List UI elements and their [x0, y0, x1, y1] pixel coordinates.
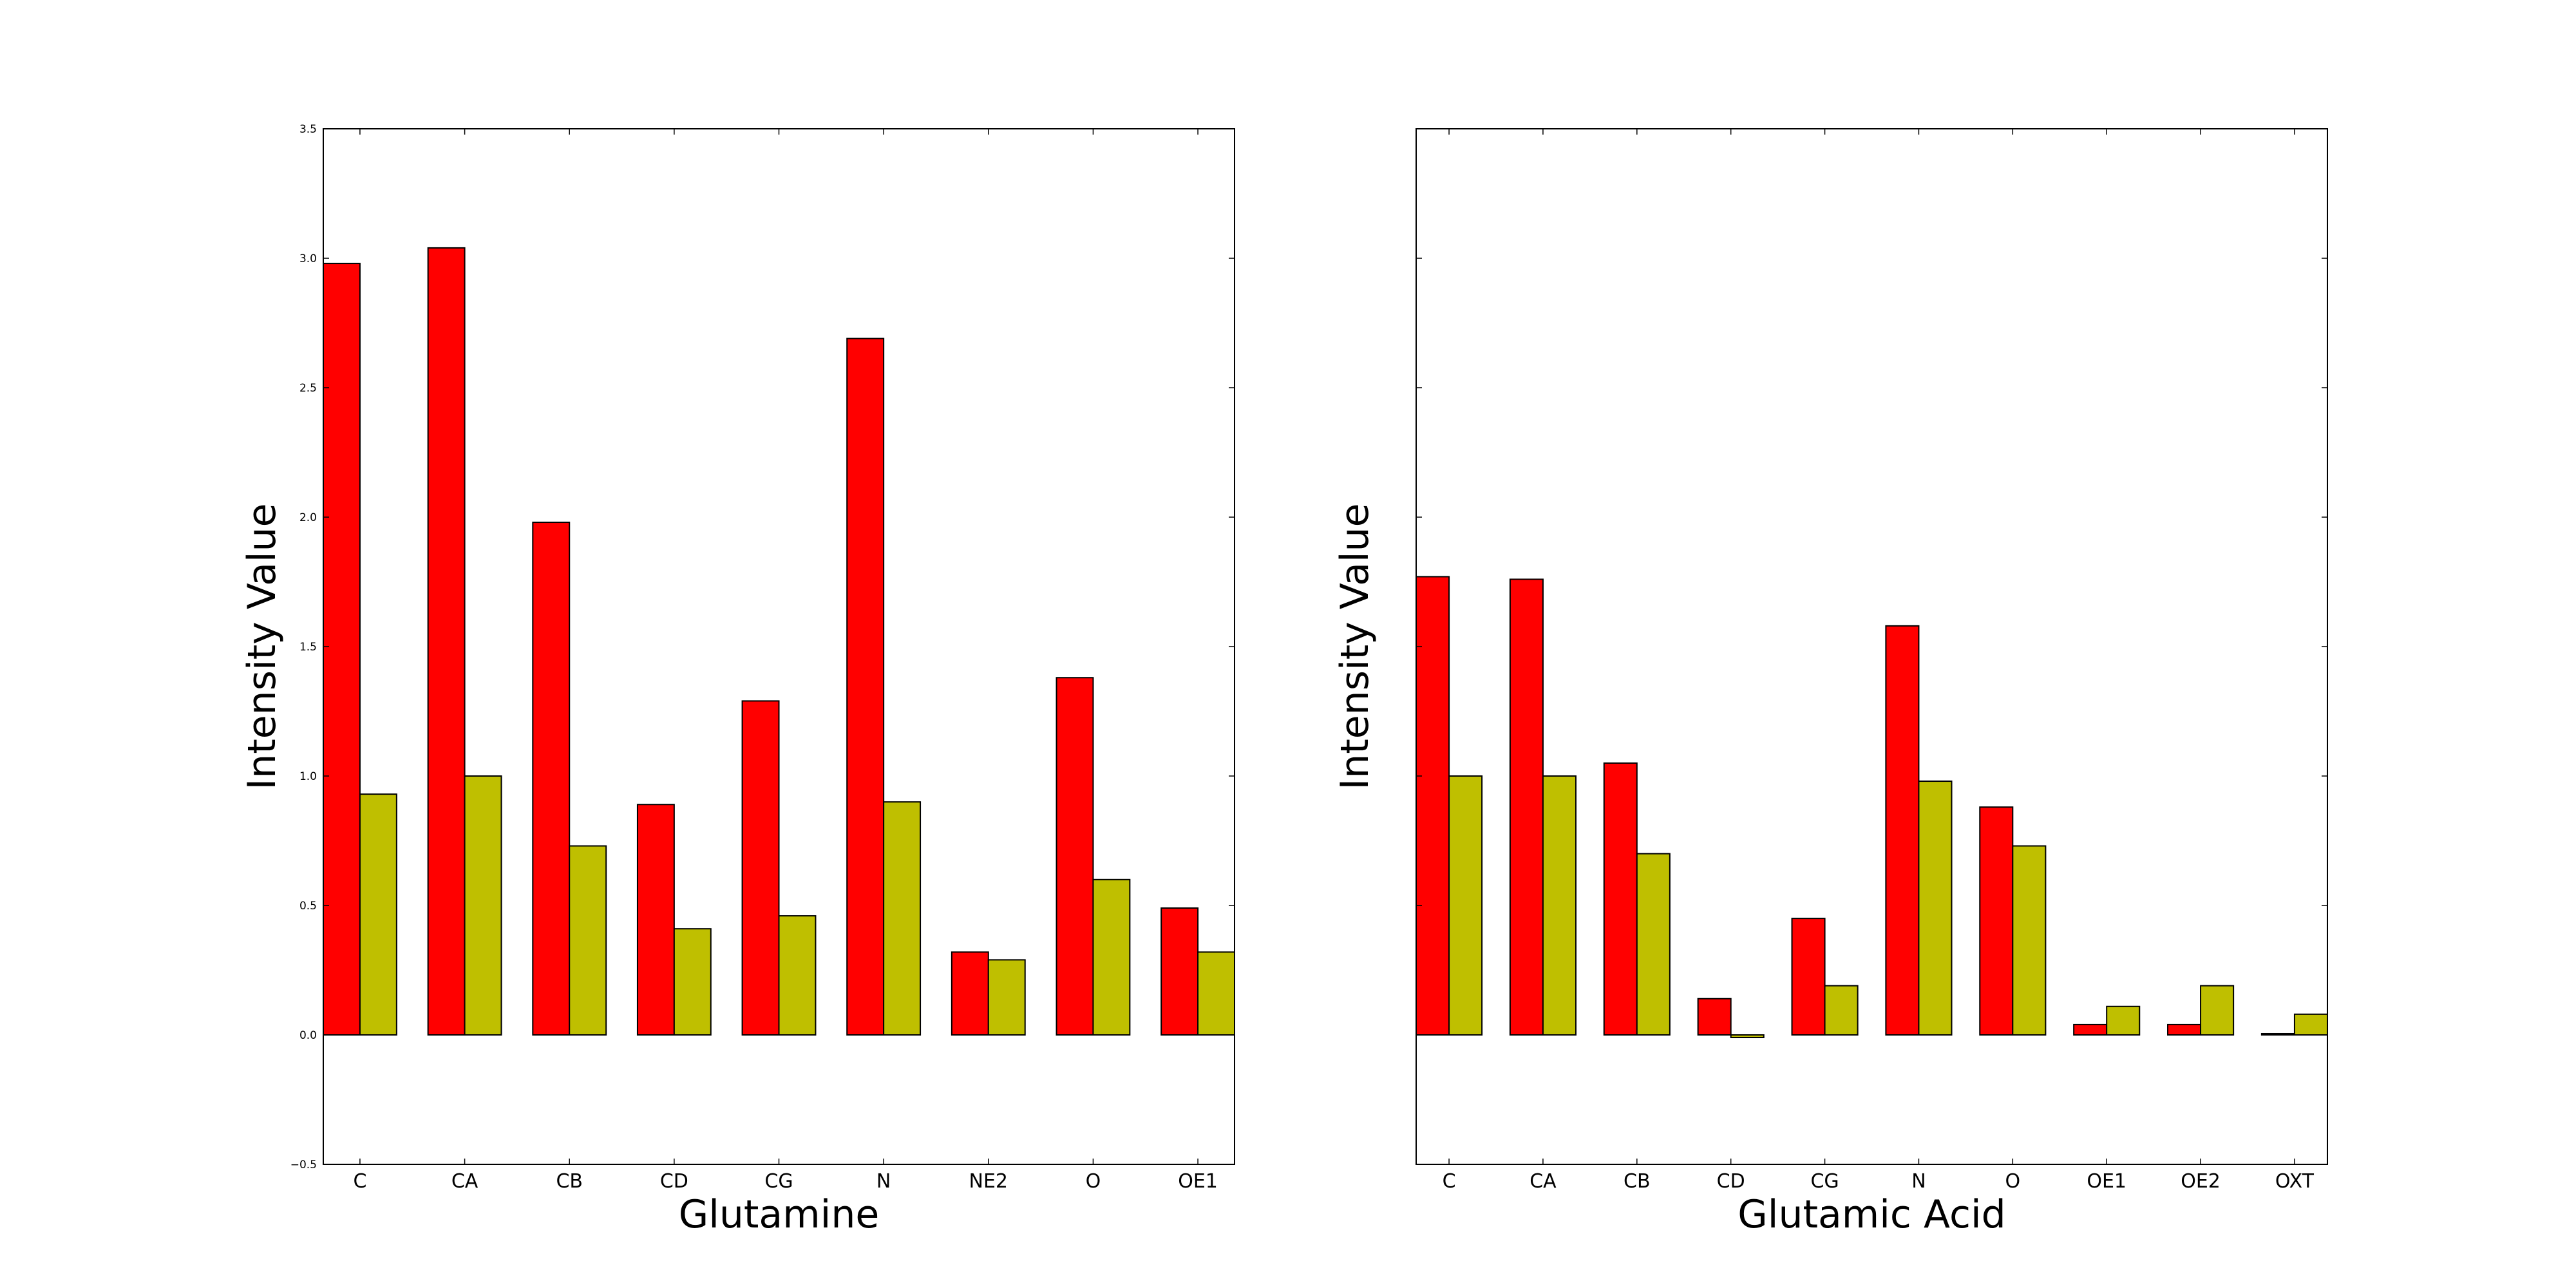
- x-tick-label-ca: CA: [451, 1170, 478, 1193]
- bar-oe2-series-1: [2167, 1023, 2202, 1036]
- bar-ca-series-1: [427, 247, 466, 1036]
- bar-ne2-series-1: [951, 951, 989, 1036]
- bar-n-series-2: [883, 801, 922, 1036]
- bar-cd-series-1: [636, 804, 675, 1036]
- x-tick-label-oe1: OE1: [1178, 1170, 1218, 1193]
- bar-cd-series-2: [1730, 1034, 1765, 1039]
- bar-cd-series-1: [1697, 998, 1732, 1036]
- x-axis-label: Glutamic Acid: [1738, 1192, 2005, 1237]
- y-tick-labels: −0.5 0.0 0.5 1.0 1.5 2.0 2.5 3.0 3.5: [290, 123, 317, 1171]
- bar-oe1-series-1: [1160, 907, 1199, 1036]
- bar-oxt-series-2: [2293, 1013, 2328, 1036]
- y-tick-label: 1.0: [299, 770, 317, 783]
- bar-ca-series-2: [464, 775, 502, 1036]
- bar-o-series-1: [1056, 677, 1094, 1036]
- x-tick-label-cg: CG: [1810, 1170, 1839, 1193]
- x-tick-label-ne2: NE2: [969, 1170, 1008, 1193]
- bar-cg-series-1: [741, 700, 780, 1036]
- x-tick-label-n: N: [1911, 1170, 1926, 1193]
- x-axis-label: Glutamine: [679, 1192, 880, 1237]
- bar-oe1-series-1: [2073, 1023, 2108, 1036]
- bar-ca-series-2: [1542, 775, 1577, 1036]
- bar-ca-series-1: [1509, 578, 1544, 1036]
- bar-cg-series-1: [1791, 918, 1826, 1036]
- y-tick-label: 3.5: [299, 123, 317, 136]
- bar-cg-series-2: [778, 915, 817, 1036]
- bar-ne2-series-2: [987, 959, 1026, 1036]
- x-tick-label-oxt: OXT: [2275, 1170, 2315, 1193]
- x-tick-label-ca: CA: [1530, 1170, 1557, 1193]
- tick-marks: [1416, 128, 2327, 1165]
- x-tick-label-o: O: [2005, 1170, 2021, 1193]
- y-tick-label: 2.0: [299, 511, 317, 524]
- bars-group: [1416, 576, 2328, 1039]
- bar-cb-series-2: [1636, 853, 1671, 1036]
- y-tick-label: −0.5: [290, 1159, 317, 1171]
- bar-o-series-1: [1979, 806, 2014, 1036]
- x-tick-label-oe1: OE1: [2087, 1170, 2126, 1193]
- x-tick-label-cb: CB: [1624, 1170, 1651, 1193]
- bar-cg-series-2: [1824, 985, 1859, 1036]
- bar-o-series-2: [1092, 878, 1131, 1036]
- bar-c-series-1: [1416, 576, 1450, 1036]
- x-tick-label-n: N: [876, 1170, 891, 1193]
- bar-n-series-1: [846, 337, 885, 1036]
- x-tick-label-cg: CG: [764, 1170, 793, 1193]
- y-tick-label: 3.0: [299, 252, 317, 265]
- bar-cb-series-2: [569, 845, 607, 1036]
- bar-c-series-2: [359, 793, 397, 1036]
- chart-panel-glutamic-acid: C CA CB CD CG N O OE1 OE2 OXT Glutamic Acid Inten…: [1332, 128, 2328, 1237]
- bar-oe1-series-2: [2106, 1005, 2141, 1036]
- bar-n-series-2: [1918, 781, 1953, 1036]
- chart-panel-glutamine: −0.5 0.0 0.5 1.0 1.5 2.0 2.5 3.0 3.5 C CA CB CD CG N N…: [240, 123, 1235, 1237]
- x-tick-labels: C CA CB CD CG N O OE1 OE2 OXT: [1443, 1170, 2315, 1193]
- y-axis-label: Intensity Value: [240, 504, 285, 790]
- y-tick-label: 0.5: [299, 900, 317, 913]
- x-tick-label-cd: CD: [660, 1170, 688, 1193]
- x-tick-label-c: C: [353, 1170, 366, 1193]
- y-tick-label: 0.0: [299, 1029, 317, 1042]
- bar-cb-series-1: [532, 522, 571, 1036]
- y-tick-label: 1.5: [299, 641, 317, 654]
- x-tick-labels: C CA CB CD CG N NE2 O OE1: [353, 1170, 1217, 1193]
- bar-oe2-series-2: [2200, 985, 2235, 1036]
- bar-c-series-2: [1448, 775, 1483, 1036]
- bar-cb-series-1: [1603, 762, 1638, 1036]
- x-tick-label-o: O: [1086, 1170, 1101, 1193]
- y-axis-label: Intensity Value: [1332, 504, 1378, 790]
- x-tick-label-oe2: OE2: [2181, 1170, 2221, 1193]
- tick-marks: [323, 128, 1235, 1165]
- bar-oxt-series-1: [2260, 1032, 2295, 1036]
- bar-oe1-series-2: [1197, 951, 1235, 1036]
- bar-o-series-2: [2012, 845, 2047, 1036]
- bar-n-series-1: [1885, 625, 1920, 1036]
- x-tick-label-c: C: [1443, 1170, 1456, 1193]
- y-tick-label: 2.5: [299, 382, 317, 395]
- bars-group: [323, 247, 1235, 1036]
- bar-c-series-1: [323, 263, 361, 1036]
- x-tick-label-cb: CB: [556, 1170, 583, 1193]
- x-tick-label-cd: CD: [1717, 1170, 1745, 1193]
- bar-cd-series-2: [673, 928, 712, 1036]
